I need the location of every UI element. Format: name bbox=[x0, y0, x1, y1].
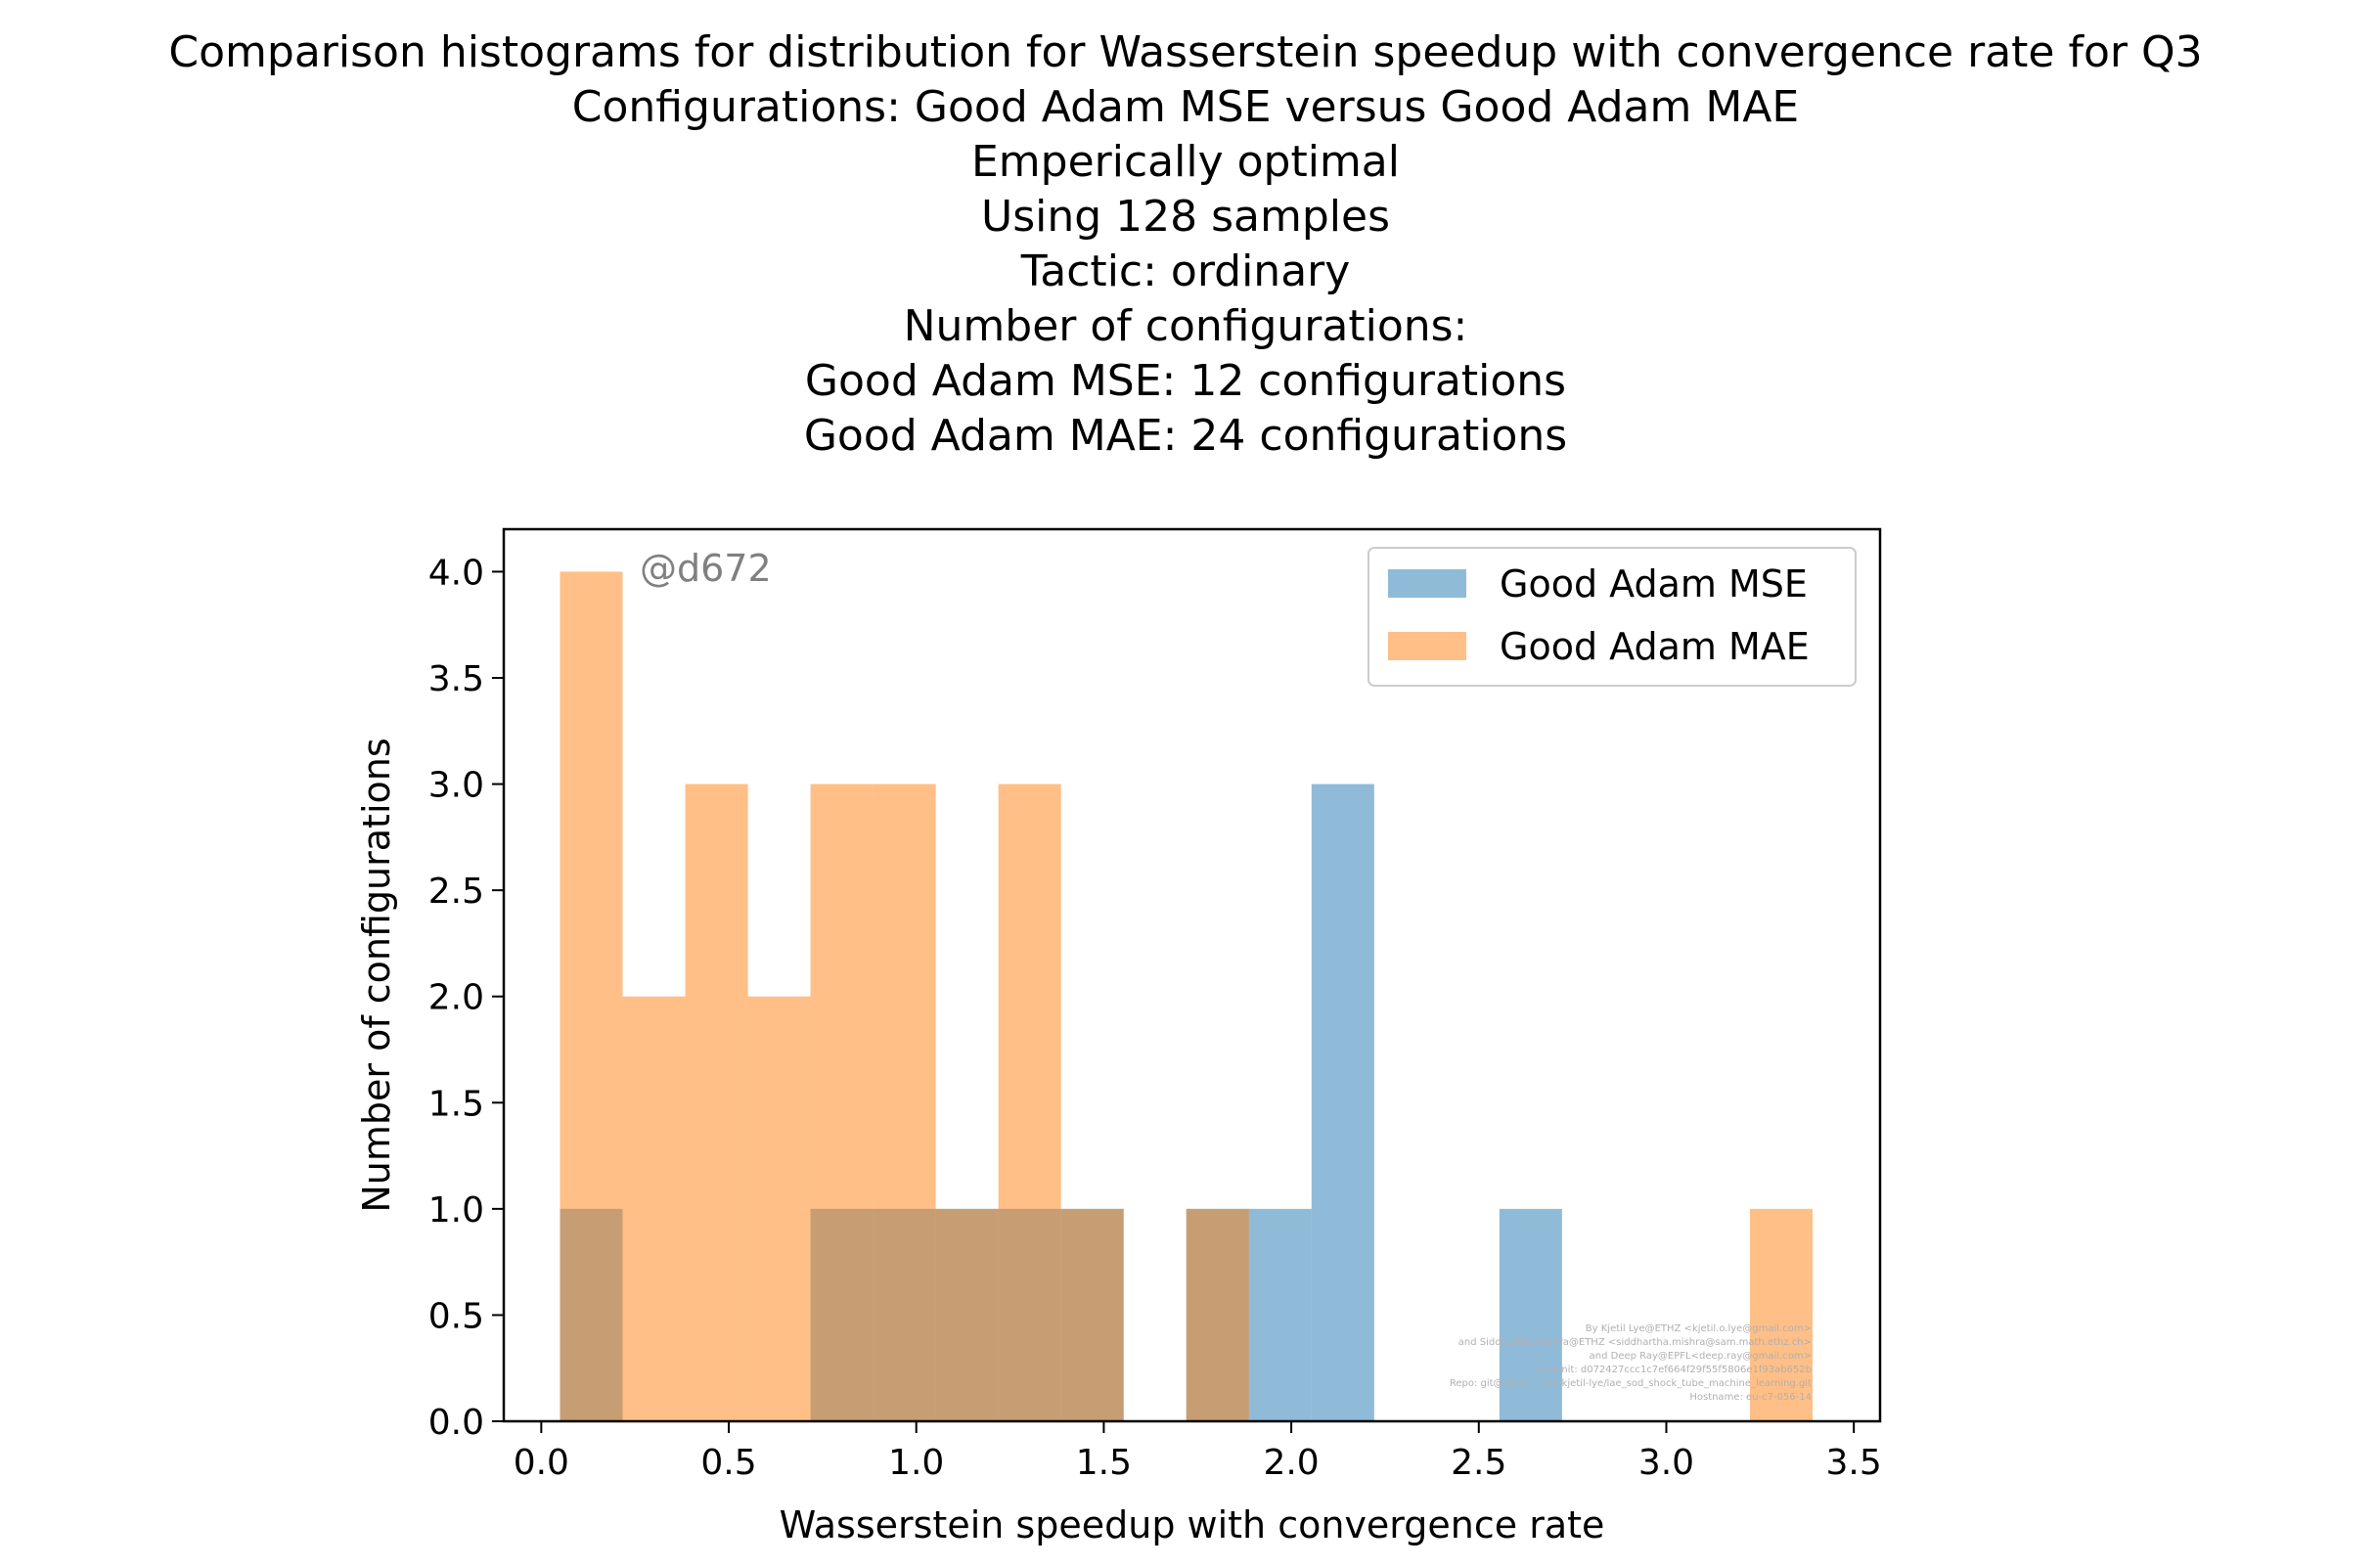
x-tick-label: 1.0 bbox=[888, 1443, 944, 1483]
credit-line: By Kjetil Lye@ETHZ <kjetil.o.lye@gmail.c… bbox=[1586, 1323, 1812, 1334]
y-tick-label: 3.5 bbox=[428, 659, 484, 699]
credits-text: By Kjetil Lye@ETHZ <kjetil.o.lye@gmail.c… bbox=[1450, 1323, 1812, 1403]
histogram-bar bbox=[810, 784, 874, 1421]
legend-swatch bbox=[1388, 569, 1466, 598]
histogram-bar bbox=[685, 784, 748, 1421]
title-line: Number of configurations: bbox=[904, 301, 1468, 351]
x-axis-ticks: 0.0 0.5 1.0 1.5 2.0 2.5 3.0 3.5 bbox=[514, 1421, 1882, 1483]
x-tick-label: 3.0 bbox=[1638, 1443, 1694, 1483]
title-line: Emperically optimal bbox=[971, 137, 1400, 187]
histogram-bar bbox=[1248, 1208, 1312, 1421]
y-tick-label: 0.0 bbox=[428, 1403, 484, 1443]
x-tick-label: 1.5 bbox=[1076, 1443, 1132, 1483]
title-line: Tactic: ordinary bbox=[1020, 246, 1351, 296]
credit-line: and Deep Ray@EPFL<deep.ray@gmail.com> bbox=[1590, 1351, 1812, 1362]
legend-label: Good Adam MAE bbox=[1500, 625, 1810, 668]
histogram-bar bbox=[622, 996, 686, 1421]
histogram-bar bbox=[873, 784, 936, 1421]
histogram-bar bbox=[1186, 1208, 1249, 1421]
credit-line: Hostname: eu-c7-056-14 bbox=[1689, 1392, 1812, 1403]
histogram-bar bbox=[1499, 1208, 1562, 1421]
x-tick-label: 0.0 bbox=[514, 1443, 569, 1483]
y-tick-label: 2.5 bbox=[428, 872, 484, 912]
x-tick-label: 2.5 bbox=[1451, 1443, 1506, 1483]
histogram-bar bbox=[935, 1208, 999, 1421]
y-tick-label: 0.5 bbox=[428, 1296, 484, 1336]
y-tick-label: 2.0 bbox=[428, 978, 484, 1018]
credit-line: Repo: git@github.com:kjetil-lye/lae_sod_… bbox=[1450, 1378, 1812, 1389]
legend-label: Good Adam MSE bbox=[1500, 562, 1808, 605]
legend-box bbox=[1367, 547, 1857, 687]
y-tick-label: 1.5 bbox=[428, 1084, 484, 1124]
x-axis-label: Wasserstein speedup with convergence rat… bbox=[780, 1503, 1605, 1546]
title-line: Good Adam MAE: 24 configurations bbox=[804, 411, 1567, 461]
series-good-adam-mae bbox=[560, 571, 1813, 1421]
legend-swatch bbox=[1388, 632, 1466, 660]
legend: Good Adam MSE Good Adam MAE bbox=[1367, 547, 1857, 687]
y-tick-label: 4.0 bbox=[428, 553, 484, 593]
x-tick-label: 2.0 bbox=[1263, 1443, 1319, 1483]
credit-line: Commit: d072427ccc1c7ef664f29f55f5806e1f… bbox=[1536, 1365, 1812, 1375]
histogram-bar bbox=[560, 571, 623, 1421]
y-axis-label: Number of configurations bbox=[355, 738, 398, 1212]
histogram-bar bbox=[1311, 784, 1374, 1421]
watermark-label: @d672 bbox=[640, 547, 772, 590]
title-line: Using 128 samples bbox=[981, 192, 1390, 242]
histogram-bar bbox=[1060, 1208, 1124, 1421]
histogram-bar bbox=[998, 784, 1061, 1421]
y-axis-ticks: 0.0 0.5 1.0 1.5 2.0 2.5 3.0 3.5 4.0 bbox=[428, 553, 504, 1443]
y-tick-label: 1.0 bbox=[428, 1190, 484, 1231]
plot-frame bbox=[502, 527, 1882, 1423]
title-line: Good Adam MSE: 12 configurations bbox=[805, 356, 1566, 406]
credit-line: and Siddhartha Mishra@ETHZ <siddhartha.m… bbox=[1458, 1337, 1812, 1348]
y-tick-label: 3.0 bbox=[428, 766, 484, 806]
title-line: Comparison histograms for distribution f… bbox=[168, 27, 2202, 77]
x-tick-label: 3.5 bbox=[1826, 1443, 1882, 1483]
chart-title: Comparison histograms for distribution f… bbox=[168, 27, 2202, 461]
histogram-bar bbox=[747, 996, 811, 1421]
histogram-bar bbox=[1749, 1208, 1813, 1421]
x-tick-label: 0.5 bbox=[700, 1443, 756, 1483]
title-line: Configurations: Good Adam MSE versus Goo… bbox=[572, 82, 1799, 132]
